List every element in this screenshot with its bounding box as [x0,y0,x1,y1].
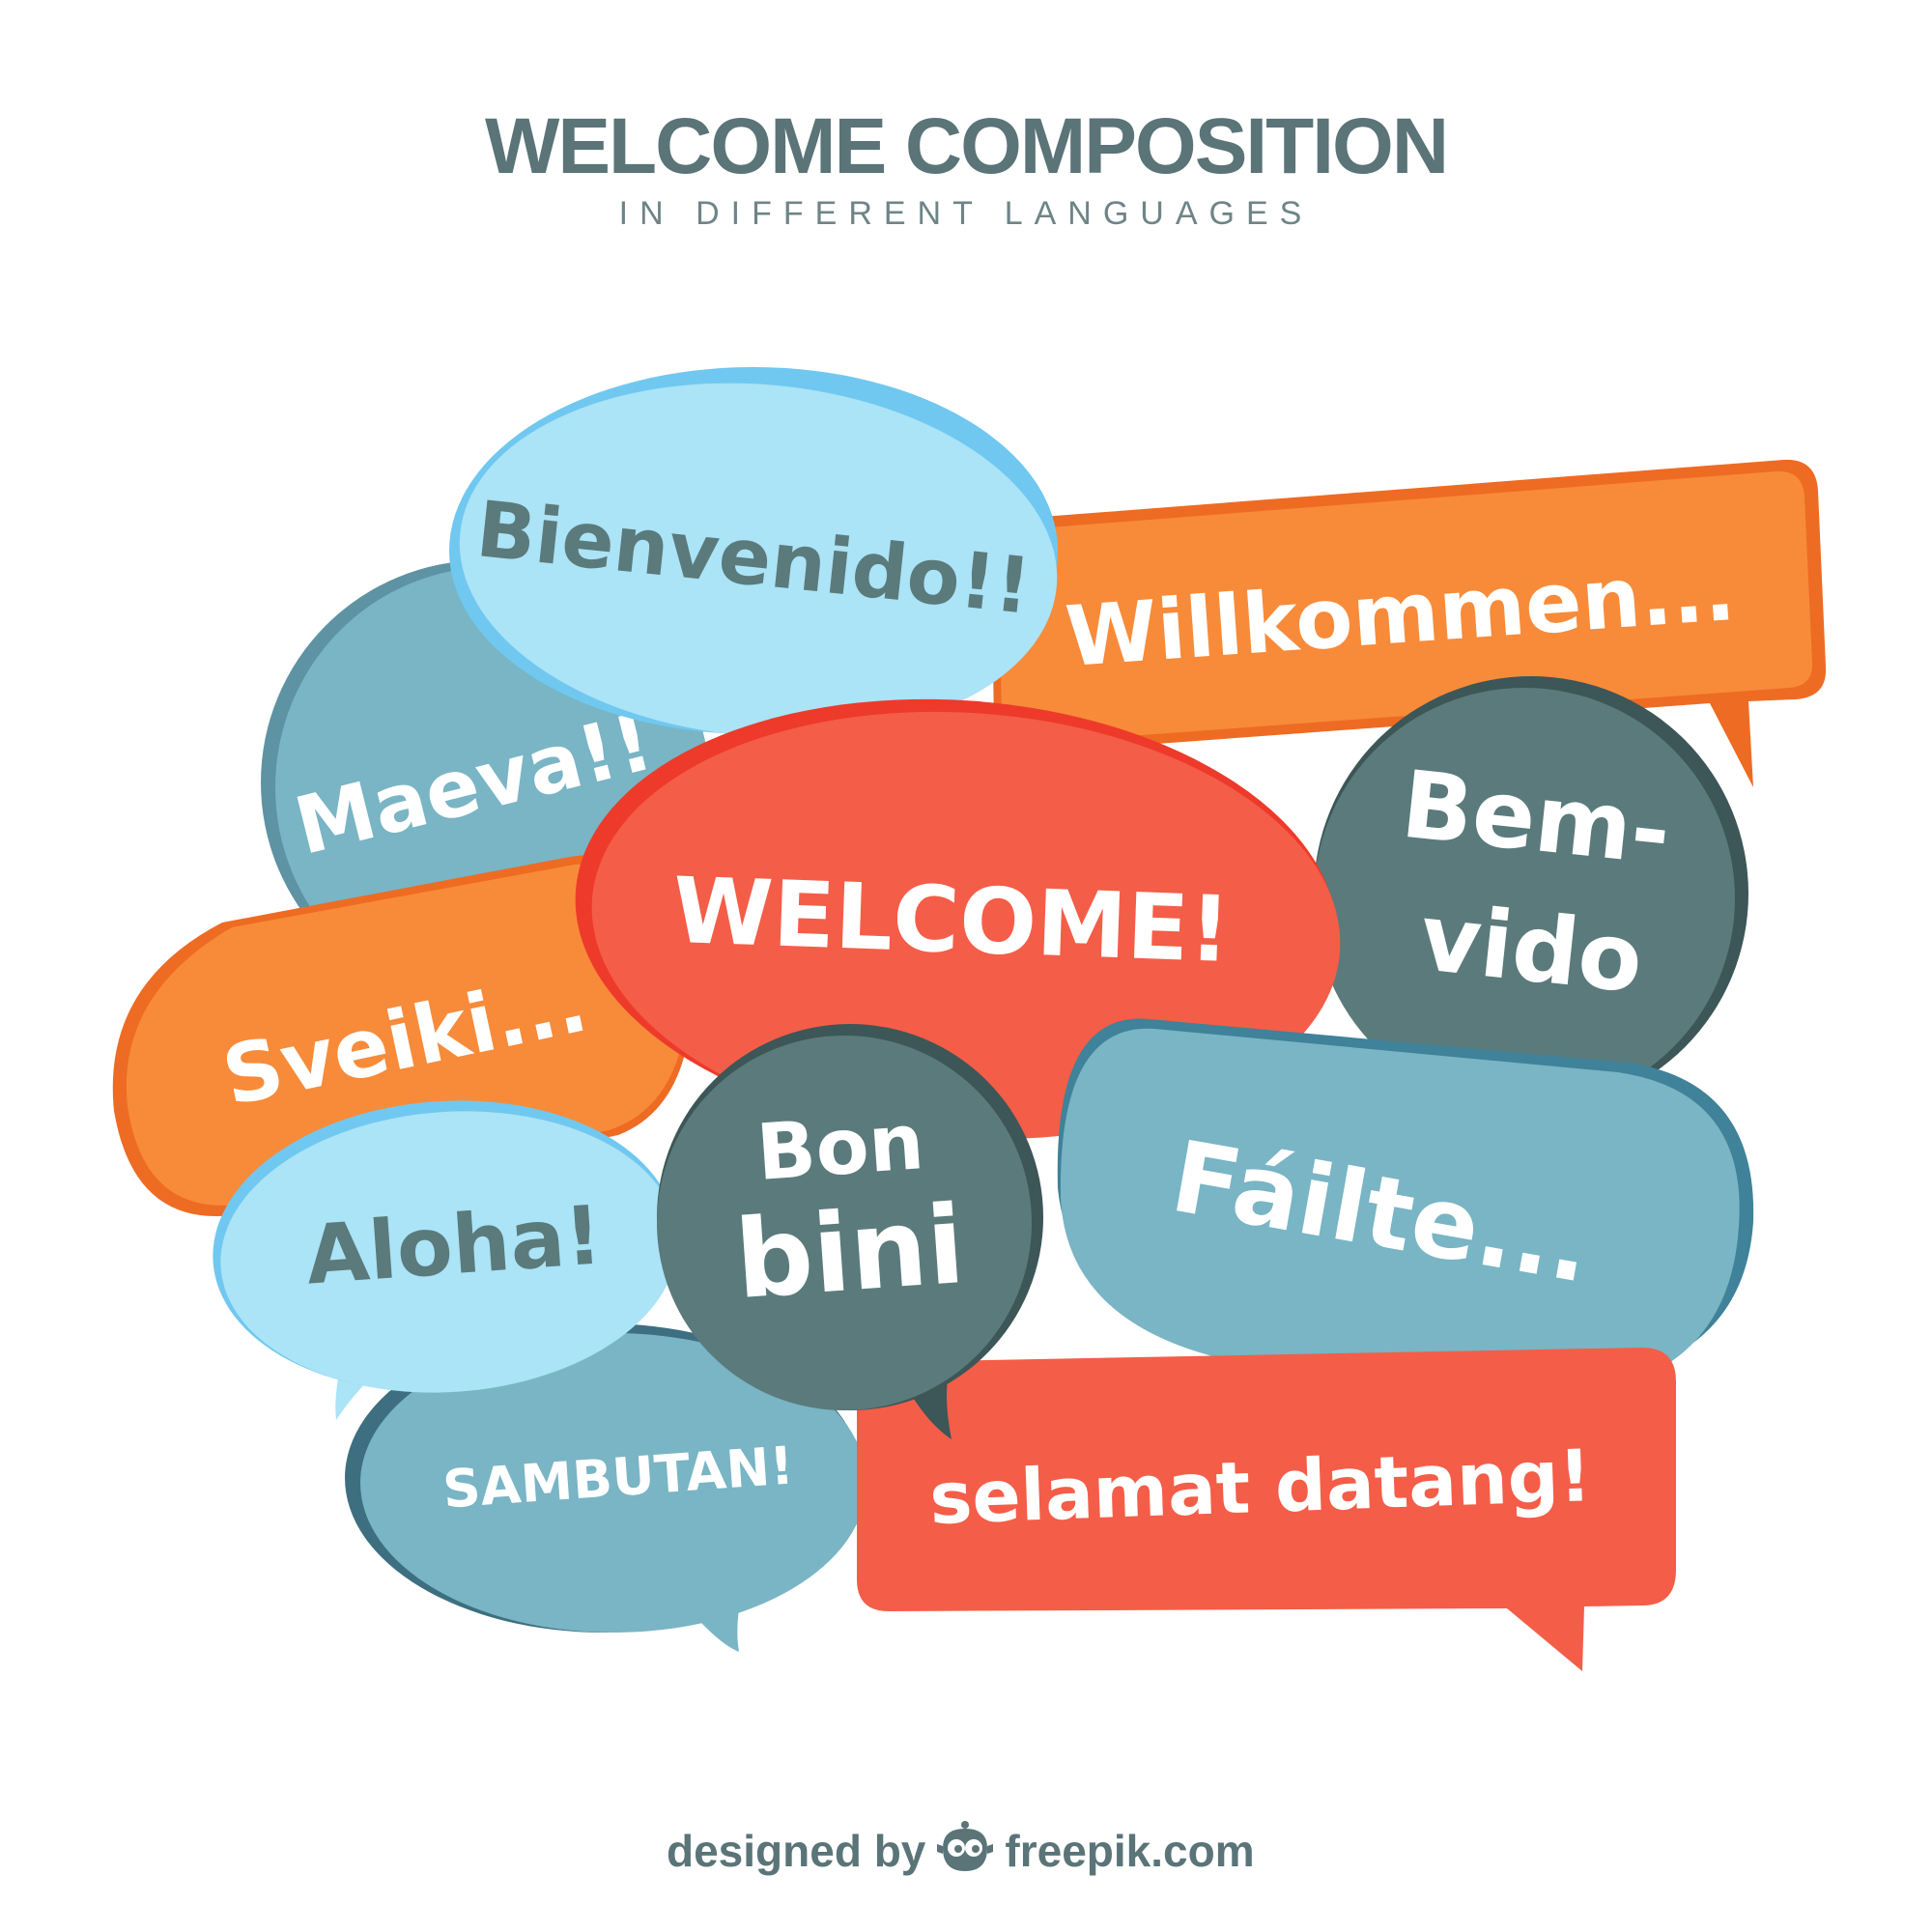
bubble-willkommen: Willkommen... [990,459,1827,787]
bubble-bon-bini-text-line2: bini [731,1182,968,1323]
credit-designed-by: designed by [667,1826,926,1876]
bubble-aloha-text: Aloha! [303,1187,605,1302]
page-title: WELCOME COMPOSITION [484,102,1449,190]
page-subtitle: IN DIFFERENT LANGUAGES [618,195,1314,232]
bubble-welcome-text: WELCOME! [671,859,1233,983]
bubble-bon-bini: Bon bini [657,1024,1043,1439]
freepik-logo-icon [937,1821,994,1871]
bubble-bem-vido: Bem- vido [1314,676,1748,1111]
bubble-bienvenido: Bienvenido!! [449,367,1058,763]
bubble-sambutan: SAMBUTAN! [345,1323,867,1652]
bubble-aloha: Aloha! [213,1100,678,1420]
freepik-credit: designed by freepik.com [667,1821,1255,1881]
bubble-bem-vido-text-line2: vido [1415,883,1648,1013]
credit-brand: freepik.com [1005,1826,1255,1876]
bubble-selamat-datang: selamat datang! [857,1348,1676,1671]
bubble-bon-bini-text-line1: Bon [753,1096,926,1198]
